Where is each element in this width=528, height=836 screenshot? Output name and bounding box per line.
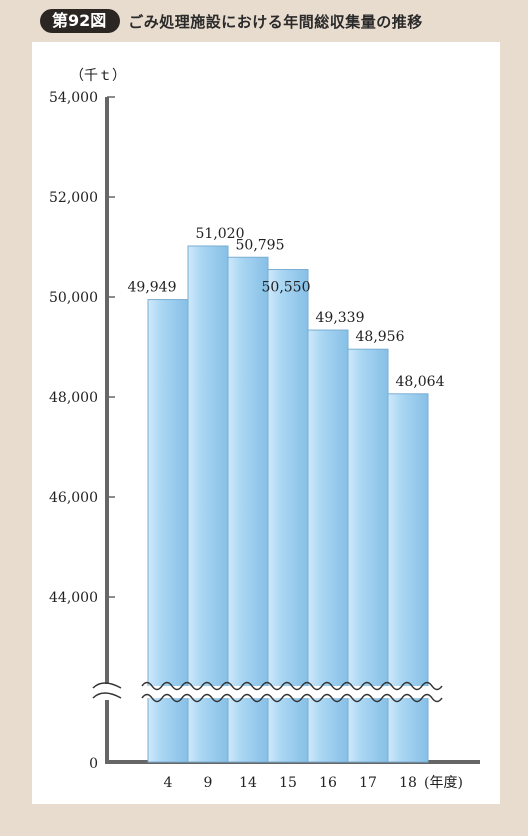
category-label-9: 9 [204,775,213,791]
value-label-17: 48,956 [356,329,405,345]
bar-15 [267,269,309,763]
category-label-18: 18 [399,775,417,791]
axis-break-wave-lower [141,693,443,703]
bar-chart: （千ｔ） 0 54,000 52,000 50,000 48,000 46,000 44,… [49,68,480,791]
category-label-17: 17 [359,775,377,791]
bar-18 [387,393,429,763]
y-zero-label: 0 [89,756,98,772]
axis-break-wave-upper [141,681,443,691]
bar-4 [147,299,189,763]
category-label-15: 15 [279,775,297,791]
y-axis-break-upper [92,682,122,689]
value-label-16: 49,339 [316,310,365,326]
bars [147,245,429,763]
value-label-9: 51,020 [196,226,245,242]
labels: 49,949 4 51,020 9 50,795 14 50,550 15 49,339 16 48… [128,226,445,791]
value-label-15: 50,550 [262,280,311,296]
y-tick-label: 52,000 [49,190,98,206]
value-label-4: 49,949 [128,280,177,296]
category-label-4: 4 [164,775,173,791]
y-tick-label: 54,000 [49,90,98,106]
value-label-18: 48,064 [396,374,445,390]
y-tick-label: 48,000 [49,390,98,406]
y-axis-break-lower [92,692,122,699]
figure-title: ごみ処理施設における年間総収集量の推移 [128,12,423,31]
x-unit-label: (年度) [424,775,463,791]
value-label-14: 50,795 [236,237,285,253]
bar-9 [187,245,229,763]
category-label-14: 14 [239,775,257,791]
category-label-16: 16 [319,775,337,791]
axis-break [92,681,443,703]
y-unit-label: （千ｔ） [70,68,126,84]
figure-number-badge: 第92図 [40,9,121,33]
y-tick-label: 44,000 [49,590,98,606]
chart-panel: （千ｔ） 0 54,000 52,000 50,000 48,000 46,000 44,… [32,42,500,804]
bar-14 [227,256,269,763]
y-tick-label: 46,000 [49,490,98,506]
y-tick-label: 50,000 [49,290,98,306]
figure-header: 第92図 ごみ処理施設における年間総収集量の推移 [40,6,423,36]
